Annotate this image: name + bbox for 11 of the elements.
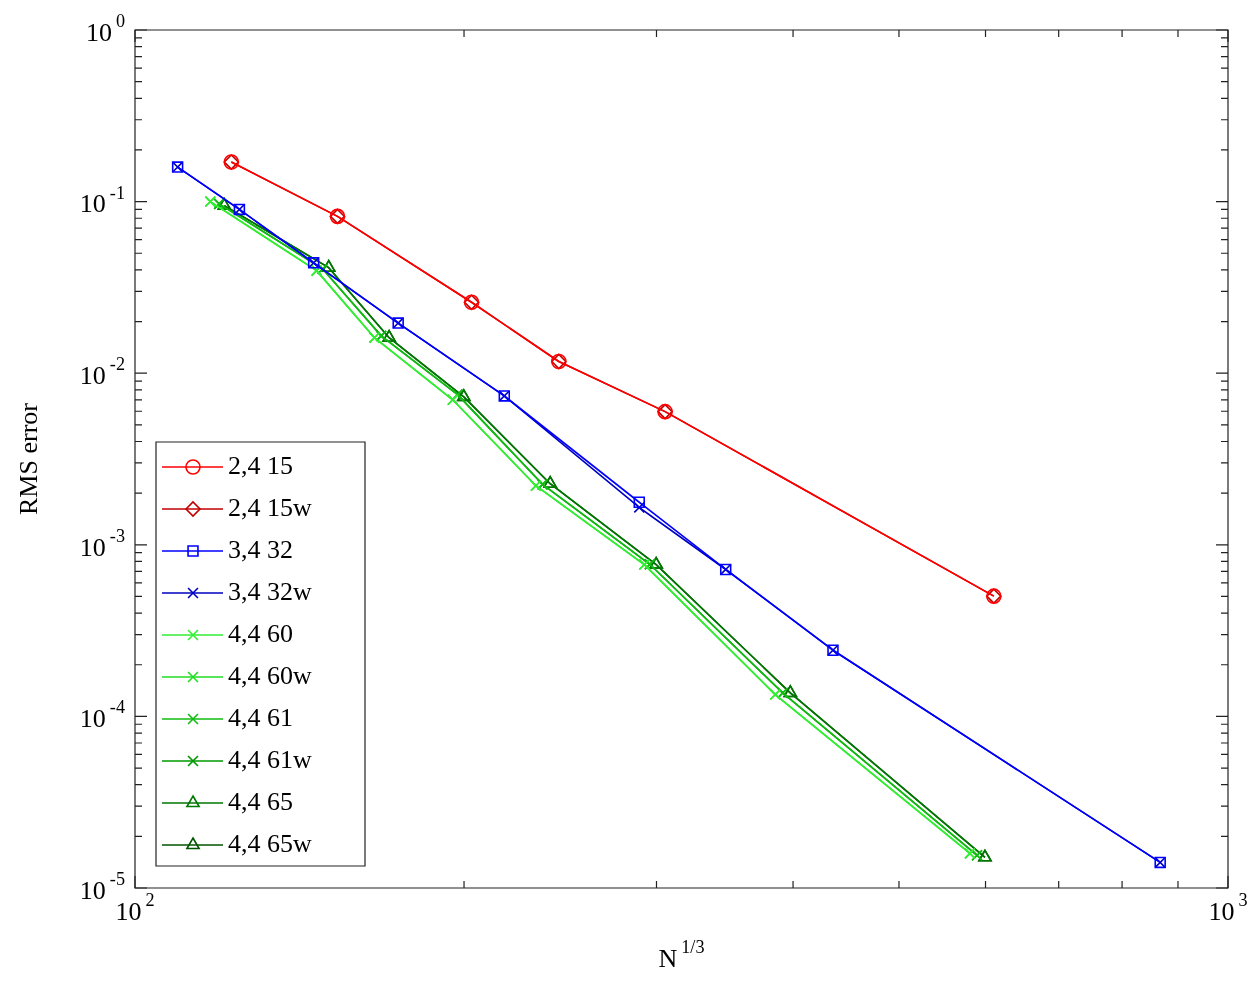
legend-label: 4,4 61w: [228, 744, 312, 774]
legend-label: 2,4 15w: [228, 492, 312, 522]
legend-label: 4,4 60w: [228, 660, 312, 690]
legend-label: 3,4 32w: [228, 576, 312, 606]
legend-label: 2,4 15: [228, 450, 293, 480]
legend-label: 4,4 65w: [228, 828, 312, 858]
legend-label: 4,4 60: [228, 618, 293, 648]
legend-label: 4,4 65: [228, 786, 293, 816]
y-axis-title: RMS error: [13, 402, 43, 515]
legend-label: 4,4 61: [228, 702, 293, 732]
legend-label: 3,4 32: [228, 534, 293, 564]
